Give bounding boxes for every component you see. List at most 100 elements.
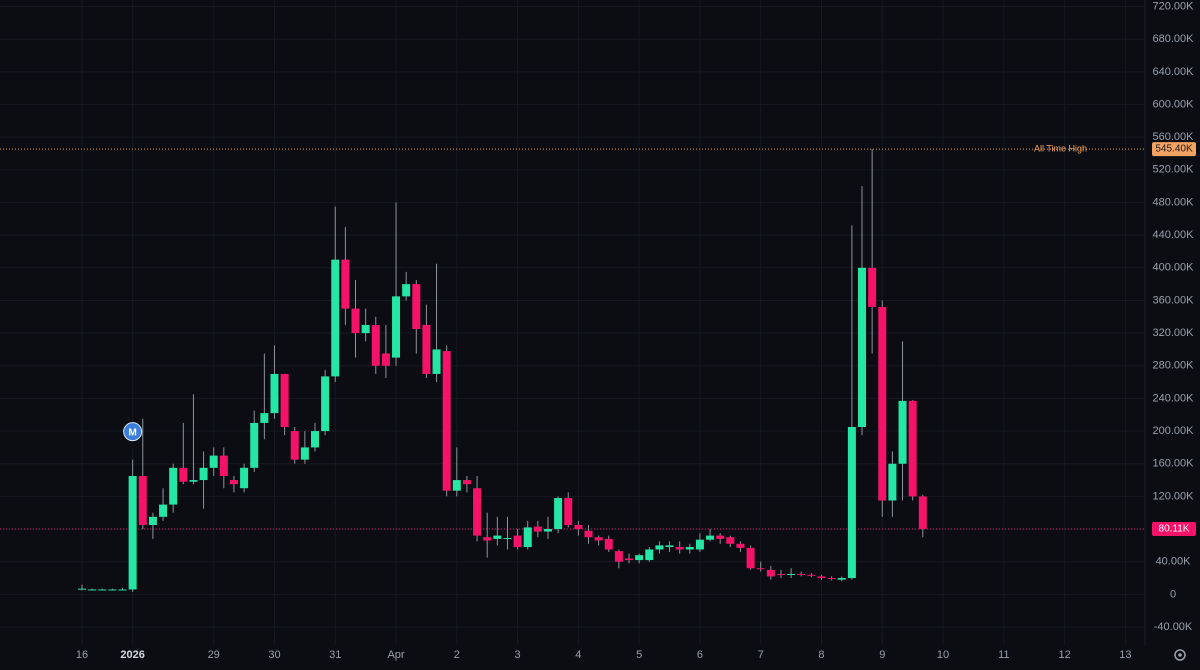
candle-body: [594, 537, 603, 541]
candle-body: [604, 538, 613, 550]
candle-body: [341, 259, 350, 309]
candle-body: [422, 324, 431, 374]
candle-body: [645, 549, 654, 561]
candle-body: [462, 480, 471, 485]
candle-body: [392, 296, 401, 358]
candle-body: [179, 467, 188, 482]
candle-body: [898, 400, 907, 464]
candle-body: [118, 589, 127, 591]
candle-body: [918, 496, 927, 529]
candle-body: [614, 551, 623, 562]
candle-body: [189, 480, 198, 482]
x-tick-label: 9: [879, 649, 885, 661]
candle-body: [240, 467, 249, 489]
candle-body: [584, 530, 593, 538]
price-tag-label: 545.40K: [1155, 144, 1193, 155]
candle-body: [78, 588, 86, 590]
candle-body: [321, 376, 330, 432]
candle-body: [229, 480, 238, 485]
x-tick-label: 29: [208, 649, 220, 661]
candle-body: [685, 547, 694, 550]
candle-body: [381, 353, 390, 366]
candle-body: [442, 351, 451, 491]
candle-body: [280, 373, 289, 428]
candle-body: [473, 488, 482, 536]
price-tag-label: 80.11K: [1159, 524, 1190, 535]
candle-body: [108, 589, 117, 591]
candle-body: [908, 400, 917, 497]
y-tick-label: 240.00K: [1153, 392, 1195, 404]
candle-body: [706, 535, 715, 540]
x-tick-label: 2026: [120, 649, 144, 661]
candle-body: [452, 480, 461, 491]
y-tick-label: 680.00K: [1153, 33, 1195, 45]
candle-body: [847, 427, 856, 579]
y-tick-label: 0: [1170, 588, 1176, 600]
y-tick-label: 560.00K: [1153, 131, 1195, 143]
event-marker: [123, 422, 143, 442]
x-tick-label: 13: [1119, 649, 1131, 661]
candle-body: [665, 545, 674, 548]
x-tick-label: Apr: [387, 649, 404, 661]
y-tick-label: 400.00K: [1153, 262, 1195, 274]
candle-body: [148, 516, 157, 525]
candle-body: [523, 527, 532, 548]
y-tick-label: 600.00K: [1153, 98, 1195, 110]
x-tick-label: 2: [454, 649, 460, 661]
candle-body: [412, 284, 421, 330]
x-tick-label: 7: [758, 649, 764, 661]
y-tick-label: 200.00K: [1153, 425, 1195, 437]
candle-body: [300, 447, 309, 460]
y-tick-label: 280.00K: [1153, 360, 1195, 372]
candle-body: [827, 578, 836, 580]
candle-body: [766, 569, 775, 577]
candle-body: [159, 504, 168, 517]
y-tick-label: 320.00K: [1153, 327, 1195, 339]
grid: [0, 0, 1145, 645]
candle-body: [351, 308, 360, 334]
candle-body: [635, 555, 644, 561]
candle-body: [655, 545, 664, 550]
y-tick-label: 480.00K: [1153, 196, 1195, 208]
candle-body: [868, 267, 877, 307]
candle-body: [503, 538, 512, 540]
x-tick-label: 6: [697, 649, 703, 661]
y-tick-label: 640.00K: [1153, 66, 1195, 78]
candle-body: [199, 467, 208, 481]
candle-body: [554, 498, 563, 530]
candle-body: [807, 574, 816, 576]
x-tick-label: 12: [1058, 649, 1070, 661]
candle-body: [260, 413, 269, 423]
price-line-name: All Time High: [1034, 143, 1087, 153]
candle-body: [574, 524, 583, 530]
settings-icon-dot: [1178, 653, 1182, 657]
candle-body: [625, 558, 634, 561]
candle-body: [331, 259, 340, 377]
settings-icon-ring: [1174, 649, 1186, 661]
candle-body: [716, 535, 725, 539]
candle-body: [493, 535, 502, 539]
candle-body: [138, 475, 147, 525]
x-tick-label: 4: [575, 649, 581, 661]
candle-body: [776, 573, 785, 575]
x-tick-label: 30: [268, 649, 280, 661]
candle-body: [513, 535, 522, 548]
candle-body: [817, 576, 826, 579]
x-tick-label: 11: [998, 649, 1009, 661]
candle-body: [837, 578, 846, 580]
candle-body: [746, 547, 755, 569]
settings-icon[interactable]: [1174, 649, 1186, 661]
y-tick-label: 440.00K: [1153, 229, 1195, 241]
candle-body: [270, 373, 279, 414]
candle-body: [98, 589, 107, 591]
x-tick-label: 8: [818, 649, 824, 661]
x-tick-label: 10: [937, 649, 949, 661]
candle-body: [726, 537, 735, 544]
x-tick-label: 31: [329, 649, 341, 661]
y-tick-label: -40.00K: [1154, 621, 1193, 633]
candle-body: [209, 455, 218, 468]
candle-body: [219, 455, 228, 476]
price-tag: [1152, 142, 1196, 157]
candle-body: [250, 422, 259, 468]
